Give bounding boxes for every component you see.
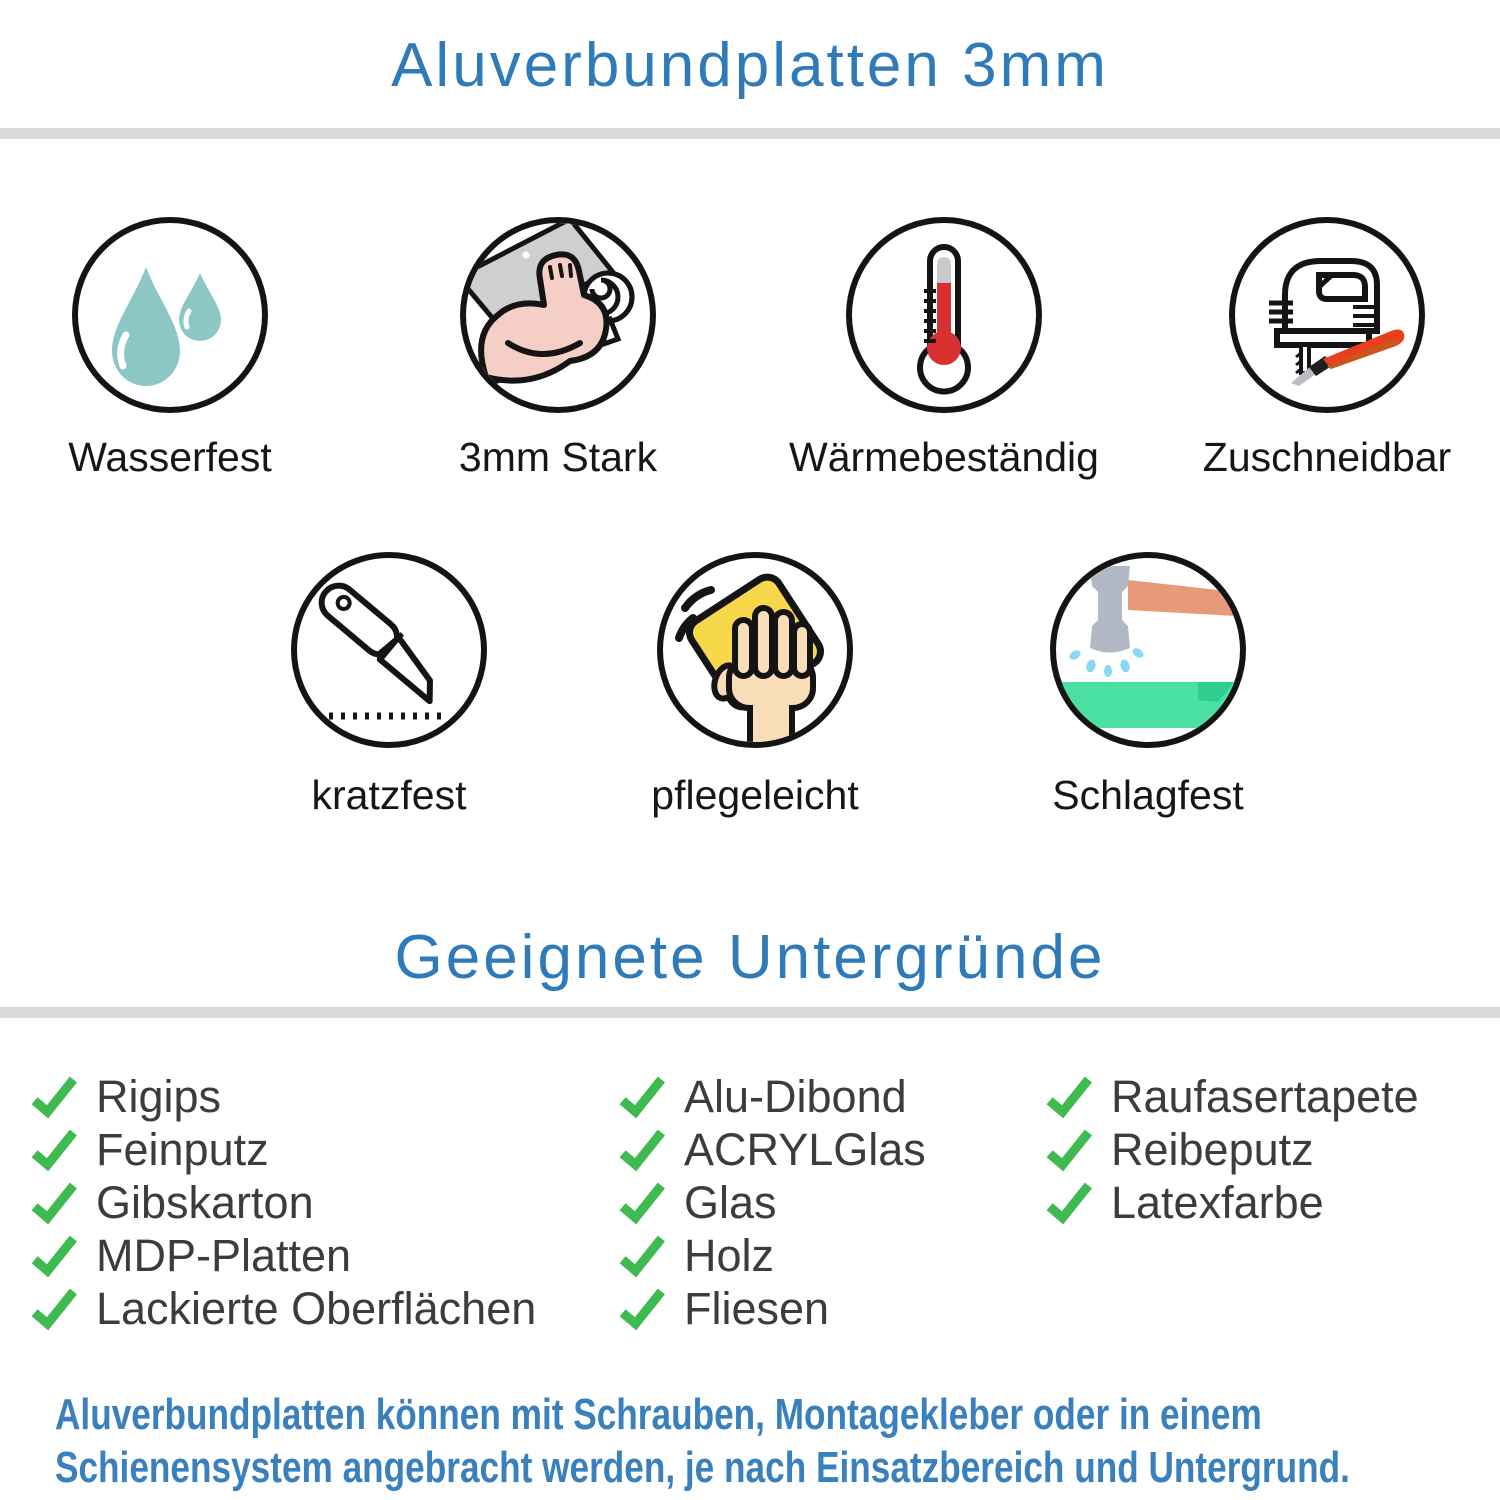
feature-label-wasserfest: Wasserfest [68, 434, 272, 480]
substrate-label: Glas [684, 1176, 777, 1228]
mounting-note-line1: Aluverbundplatten können mit Schrauben, … [55, 1390, 1262, 1439]
mounting-note-line2: Schienensystem angebracht werden, je nac… [55, 1443, 1350, 1492]
mounting-note: Aluverbundplatten können mit Schrauben, … [55, 1388, 1500, 1494]
check-icon [1046, 1076, 1092, 1118]
list-item: Feinputz [30, 1123, 536, 1176]
feature-wasserfest [70, 215, 270, 415]
feature-3mm-stark [458, 215, 658, 415]
substrate-label: Lackierte Oberflächen [96, 1282, 537, 1334]
feature-schlagfest [1048, 550, 1248, 750]
feature-label-waermebestaendig: Wärmebeständig [789, 434, 1099, 480]
check-icon [619, 1288, 665, 1330]
substrate-label: Alu-Dibond [684, 1070, 907, 1122]
substrate-label: Rigips [96, 1070, 222, 1122]
wiping-hand-icon [657, 552, 853, 748]
substrate-label: MDP-Platten [96, 1229, 352, 1281]
check-icon [31, 1288, 77, 1330]
feature-kratzfest [289, 550, 489, 750]
feature-label-schlagfest: Schlagfest [1052, 772, 1244, 818]
list-item: Holz [618, 1229, 926, 1282]
feature-label-pflegeleicht: pflegeleicht [651, 772, 859, 818]
list-item: Lackierte Oberflächen [30, 1282, 536, 1335]
thermometer-icon [846, 217, 1042, 413]
check-icon [31, 1076, 77, 1118]
page-title: Aluverbundplatten 3mm [391, 31, 1109, 100]
list-item: ACRYLGlas [618, 1123, 926, 1176]
feature-zuschneidbar [1227, 215, 1427, 415]
list-item: Glas [618, 1176, 926, 1229]
substrate-label: Feinputz [96, 1123, 269, 1175]
list-item: Fliesen [618, 1282, 926, 1335]
substrate-column-2: Alu-Dibond ACRYLGlas Glas Holz Fliesen [618, 1070, 926, 1335]
check-icon [619, 1076, 665, 1118]
list-item: Reibeputz [1045, 1123, 1419, 1176]
check-icon [31, 1129, 77, 1171]
check-icon [31, 1235, 77, 1277]
list-item: Latexfarbe [1045, 1176, 1419, 1229]
feature-label-zuschneidbar: Zuschneidbar [1202, 434, 1452, 480]
substrate-label: Reibeputz [1111, 1123, 1314, 1175]
divider [0, 128, 1500, 139]
list-item: MDP-Platten [30, 1229, 536, 1282]
list-item: Rigips [30, 1070, 536, 1123]
substrate-column-1: Rigips Feinputz Gibskarton MDP-Platten L… [30, 1070, 536, 1335]
feature-label-kratzfest: kratzfest [311, 772, 467, 818]
feature-pflegeleicht [655, 550, 855, 750]
muscle-arm-icon [460, 217, 656, 413]
check-icon [619, 1182, 665, 1224]
list-item: Alu-Dibond [618, 1070, 926, 1123]
substrate-label: ACRYLGlas [684, 1123, 926, 1175]
check-icon [31, 1182, 77, 1224]
substrate-label: Fliesen [684, 1282, 830, 1334]
section-title-untergruende: Geeignete Untergründe [394, 923, 1106, 992]
check-icon [619, 1129, 665, 1171]
hammer-icon [1050, 552, 1246, 748]
feature-waermebestaendig [844, 215, 1044, 415]
check-icon [1046, 1182, 1092, 1224]
list-item: Raufasertapete [1045, 1070, 1419, 1123]
list-item: Gibskarton [30, 1176, 536, 1229]
water-drops-icon [72, 217, 268, 413]
divider [0, 1007, 1500, 1018]
check-icon [1046, 1129, 1092, 1171]
substrate-label: Latexfarbe [1111, 1176, 1324, 1228]
jigsaw-icon [1229, 217, 1425, 413]
substrate-label: Holz [684, 1229, 775, 1281]
substrate-column-3: Raufasertapete Reibeputz Latexfarbe [1045, 1070, 1419, 1229]
substrate-label: Gibskarton [96, 1176, 314, 1228]
feature-label-3mm-stark: 3mm Stark [458, 434, 658, 480]
substrate-label: Raufasertapete [1111, 1070, 1419, 1122]
utility-knife-icon [291, 552, 487, 748]
check-icon [619, 1235, 665, 1277]
